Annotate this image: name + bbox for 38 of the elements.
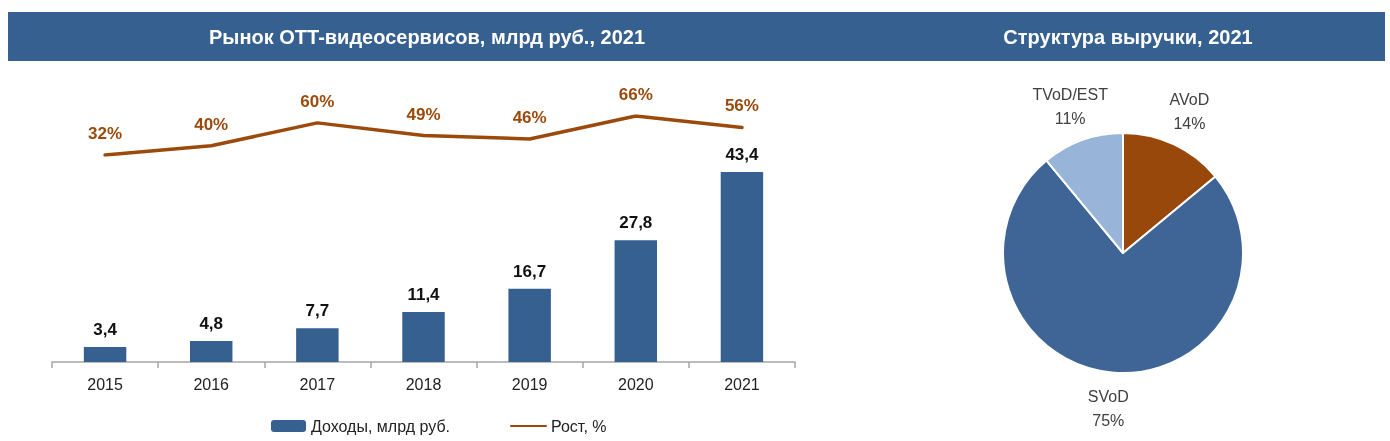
data-label: 14% xyxy=(1173,115,1206,133)
legend-label: Доходы, млрд руб. xyxy=(311,417,450,435)
x-tick-label: 2020 xyxy=(617,375,654,393)
data-label: 3,4 xyxy=(93,320,118,340)
x-tick-label: 2016 xyxy=(193,375,230,393)
data-label: 7,7 xyxy=(305,301,330,321)
data-label: 4,8 xyxy=(199,313,224,333)
data-label: 46% xyxy=(512,107,547,127)
data-label: 11% xyxy=(1054,109,1086,127)
data-label: 40% xyxy=(194,114,229,134)
bar xyxy=(296,328,339,362)
slice-label: AVoD xyxy=(1169,91,1210,109)
chart-title: Структура выручки, 2021 xyxy=(1003,26,1253,48)
x-tick-label: 2019 xyxy=(511,375,548,393)
x-tick-label: 2021 xyxy=(724,375,760,393)
bar xyxy=(402,312,445,362)
bar xyxy=(508,288,551,362)
x-tick-label: 2015 xyxy=(87,375,123,393)
data-label: 16,7 xyxy=(513,261,547,281)
slice-label: TVoD/EST xyxy=(1032,85,1109,103)
x-tick-label: 2017 xyxy=(299,375,336,393)
data-label: 66% xyxy=(618,85,653,104)
chart-title: Рынок OTT-видеосервисов, млрд руб., 2021 xyxy=(208,26,646,48)
data-label: 60% xyxy=(300,91,335,111)
legend-label: Рост, % xyxy=(551,417,607,435)
slice-label: SVoD xyxy=(1087,387,1129,405)
x-tick-label: 2018 xyxy=(405,375,442,393)
bar xyxy=(83,347,127,362)
bar xyxy=(189,340,233,362)
bar xyxy=(720,171,764,362)
bar xyxy=(614,240,658,362)
data-label: 32% xyxy=(88,124,123,143)
data-label: 56% xyxy=(724,96,759,116)
data-label: 27,8 xyxy=(619,213,653,233)
data-label: 11,4 xyxy=(407,285,441,305)
data-label: 43,4 xyxy=(725,144,760,164)
data-label: 49% xyxy=(406,104,441,124)
data-label: 75% xyxy=(1092,411,1125,429)
